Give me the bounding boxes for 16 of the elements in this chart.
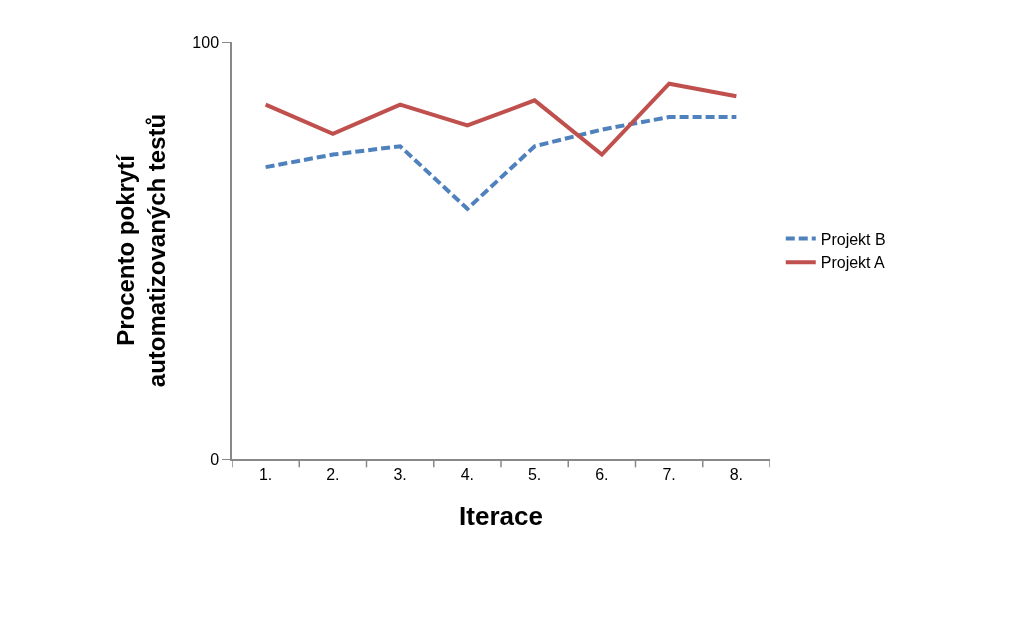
x-axis-title: Iterace (459, 501, 543, 532)
y-tick-label: 0 (210, 450, 220, 468)
x-tick-label: 8. (729, 465, 744, 483)
x-tick-label: 1. (258, 465, 273, 483)
x-tick-label: 7. (662, 465, 676, 483)
line-series (263, 81, 739, 157)
x-tick-label: 5. (527, 465, 542, 483)
x-tick-label: 2. (326, 465, 340, 483)
y-tick-label: 100 (192, 33, 220, 51)
line-series (263, 115, 739, 211)
x-tick-label: 6. (595, 465, 609, 483)
legend-label: Projekt A (820, 254, 886, 272)
y-axis-title: Procento pokrytí automatizovaných testů (111, 113, 170, 388)
legend-label: Projekt B (820, 230, 886, 248)
x-tick-label: 3. (393, 465, 407, 483)
x-tick-label: 4. (460, 465, 475, 483)
